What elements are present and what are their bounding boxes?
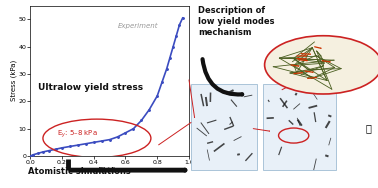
Point [27,155,33,158]
Point [180,16,186,19]
Point [164,67,170,70]
Point [91,141,97,144]
FancyArrowPatch shape [203,59,242,95]
Y-axis label: Stress (kPa): Stress (kPa) [10,60,17,102]
Bar [263,84,336,170]
Point [177,23,183,26]
FancyArrowPatch shape [305,71,313,72]
Point [75,144,81,147]
Point [107,138,113,141]
Text: Description of
low yield modes
mechanism: Description of low yield modes mechanism [198,6,275,37]
Point [53,148,59,151]
Point [30,153,36,156]
Text: Experiment: Experiment [118,22,158,29]
Point [122,131,129,134]
Circle shape [265,36,378,94]
FancyArrowPatch shape [297,58,306,59]
FancyArrowPatch shape [314,47,321,48]
Text: E$_y$: 5–8 kPa: E$_y$: 5–8 kPa [57,128,98,140]
Text: 🔬: 🔬 [366,123,372,133]
Point [67,145,73,148]
Point [159,81,165,84]
X-axis label: Strain: Strain [99,167,120,173]
FancyArrowPatch shape [322,61,330,62]
FancyArrowPatch shape [294,73,302,74]
Point [115,135,121,138]
Point [138,119,144,122]
Point [40,150,46,153]
Text: Ultralow yield stress: Ultralow yield stress [38,83,143,92]
FancyArrowPatch shape [291,65,299,66]
Point [46,149,52,152]
FancyArrowPatch shape [299,60,307,61]
Point [83,142,89,145]
Point [130,127,136,130]
Bar [191,84,257,170]
Text: Atomistic simulations: Atomistic simulations [28,167,131,176]
Point [59,146,65,149]
Point [154,94,160,97]
Point [173,34,179,37]
Point [99,139,105,143]
Point [167,56,173,59]
Point [170,45,176,48]
Point [146,108,152,111]
Point [35,152,41,155]
